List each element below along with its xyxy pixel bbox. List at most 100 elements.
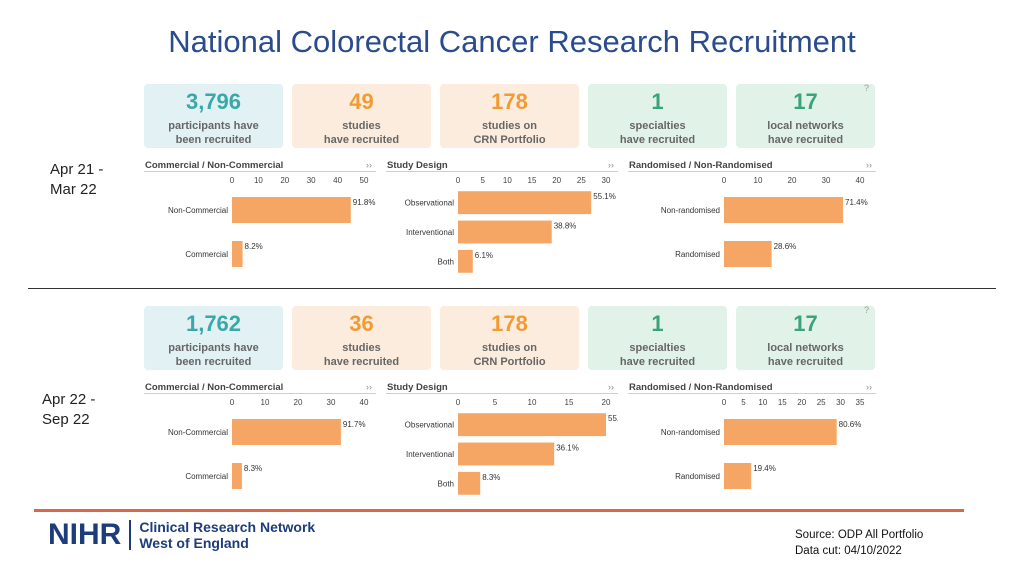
x-tick-label: 5 bbox=[741, 398, 746, 407]
kpi-card-local-networks[interactable]: 17 local networks have recruited bbox=[736, 84, 875, 148]
category-label: Commercial bbox=[185, 250, 228, 259]
expand-icon[interactable]: ›› bbox=[608, 382, 614, 392]
bar[interactable] bbox=[232, 197, 351, 223]
source-note: Source: ODP All Portfolio Data cut: 04/1… bbox=[795, 527, 923, 559]
bar[interactable] bbox=[232, 463, 242, 489]
x-tick-label: 30 bbox=[822, 176, 831, 185]
x-tick-label: 20 bbox=[788, 176, 797, 185]
chart-commercial-period-1: Commercial / Non-Commercial ›› 0 10 20 30 40 50… bbox=[144, 160, 376, 267]
x-tick-label: 20 bbox=[294, 398, 303, 407]
x-tick-label: 40 bbox=[333, 176, 342, 185]
category-label: Commercial bbox=[185, 472, 228, 481]
category-label: Interventional bbox=[406, 228, 454, 237]
kpi-label: studies have recruited bbox=[323, 120, 400, 146]
chart-title: Study Design bbox=[387, 160, 448, 171]
help-icon[interactable]: ? bbox=[864, 305, 870, 315]
category-label: Randomised bbox=[675, 250, 720, 259]
data-label: 38.8% bbox=[554, 222, 577, 231]
category-label: Non-randomised bbox=[661, 206, 720, 215]
kpi-card-specialties[interactable]: 1 specialties have recruited bbox=[588, 84, 727, 148]
kpi-value: 1 bbox=[651, 311, 664, 336]
kpi-card-local-networks[interactable]: 17 local networks have recruited bbox=[736, 306, 875, 370]
data-label: 8.2% bbox=[245, 242, 263, 251]
kpi-card-studies-portfolio[interactable]: 178 studies on CRN Portfolio bbox=[440, 306, 579, 370]
kpi-label: studies have recruited bbox=[323, 342, 400, 368]
x-tick-label: 30 bbox=[602, 176, 611, 185]
x-tick-label: 15 bbox=[565, 398, 574, 407]
data-cut-line: Data cut: 04/10/2022 bbox=[795, 545, 902, 557]
chart-commercial-period-2: Commercial / Non-Commercial ›› 0 10 20 30 40 No… bbox=[144, 382, 376, 489]
period-label-line2: Sep 22 bbox=[42, 411, 90, 428]
expand-icon[interactable]: ›› bbox=[608, 160, 614, 170]
logo-text: NIHR bbox=[48, 518, 122, 551]
bar[interactable] bbox=[724, 197, 843, 223]
kpi-card-studies-recruited[interactable]: 49 studies have recruited bbox=[292, 84, 431, 148]
data-label: 91.7% bbox=[343, 420, 366, 429]
x-tick-label: 20 bbox=[280, 176, 289, 185]
expand-icon[interactable]: ›› bbox=[866, 382, 872, 392]
x-tick-label: 30 bbox=[327, 398, 336, 407]
bar[interactable] bbox=[724, 419, 837, 445]
kpi-value: 3,796 bbox=[185, 89, 242, 114]
kpi-card-specialties[interactable]: 1 specialties have recruited bbox=[588, 306, 727, 370]
kpi-value: 49 bbox=[349, 89, 374, 114]
data-label: 91.8% bbox=[353, 198, 376, 207]
bar[interactable] bbox=[458, 413, 606, 437]
period-label-line1: Apr 21 - bbox=[50, 161, 104, 178]
x-tick-label: 30 bbox=[836, 398, 845, 407]
expand-icon[interactable]: ›› bbox=[366, 382, 372, 392]
x-tick-label: 40 bbox=[856, 176, 865, 185]
x-tick-label: 10 bbox=[261, 398, 270, 407]
period-divider bbox=[28, 288, 996, 289]
bar[interactable] bbox=[458, 249, 473, 273]
x-tick-label: 10 bbox=[254, 176, 263, 185]
x-tick-label: 10 bbox=[528, 398, 537, 407]
kpi-card-studies-portfolio[interactable]: 178 studies on CRN Portfolio bbox=[440, 84, 579, 148]
kpi-value: 1 bbox=[651, 89, 664, 114]
bar[interactable] bbox=[724, 241, 772, 267]
category-label: Non-Commercial bbox=[168, 428, 228, 437]
expand-icon[interactable]: ›› bbox=[866, 160, 872, 170]
x-tick-label: 25 bbox=[817, 398, 826, 407]
kpi-label: local networks have recruited bbox=[767, 342, 844, 368]
kpi-card-participants[interactable]: 1,762 participants have been recruited bbox=[144, 306, 283, 370]
x-tick-label: 35 bbox=[856, 398, 865, 407]
kpi-label: participants have been recruited bbox=[168, 120, 259, 146]
x-tick-label: 0 bbox=[722, 398, 727, 407]
kpi-label: participants have been recruited bbox=[168, 342, 259, 368]
kpi-card-studies-recruited[interactable]: 36 studies have recruited bbox=[292, 306, 431, 370]
nihr-logo: NIHR Clinical Research Network West of E… bbox=[48, 518, 316, 552]
chart-title: Randomised / Non-Randomised bbox=[629, 160, 773, 171]
bar[interactable] bbox=[724, 463, 752, 489]
category-label: Non-randomised bbox=[661, 428, 720, 437]
kpi-value: 1,762 bbox=[185, 311, 242, 336]
kpi-card-participants[interactable]: 3,796 participants have been recruited bbox=[144, 84, 283, 148]
x-tick-label: 10 bbox=[758, 398, 767, 407]
expand-icon[interactable]: ›› bbox=[366, 160, 372, 170]
data-label: 55.6% bbox=[608, 414, 618, 423]
footer-divider bbox=[34, 509, 964, 512]
x-tick-label: 0 bbox=[456, 176, 461, 185]
help-icon[interactable]: ? bbox=[864, 83, 870, 93]
kpi-row-1: 3,796 participants have been recruited 49… bbox=[144, 84, 876, 148]
data-label: 80.6% bbox=[839, 420, 862, 429]
source-line: Source: ODP All Portfolio bbox=[795, 529, 924, 541]
data-label: 36.1% bbox=[556, 444, 579, 453]
chart-title: Randomised / Non-Randomised bbox=[629, 382, 773, 393]
x-tick-label: 50 bbox=[360, 176, 369, 185]
logo-network-name: Clinical Research Network West of Englan… bbox=[139, 519, 316, 551]
x-tick-label: 0 bbox=[230, 176, 235, 185]
kpi-label: local networks have recruited bbox=[767, 120, 844, 146]
data-label: 19.4% bbox=[753, 464, 776, 473]
bar[interactable] bbox=[458, 442, 555, 466]
chart-title: Commercial / Non-Commercial bbox=[145, 160, 283, 171]
bar[interactable] bbox=[232, 419, 341, 445]
bar[interactable] bbox=[232, 241, 243, 267]
bar[interactable] bbox=[458, 471, 481, 495]
bar[interactable] bbox=[458, 191, 592, 215]
kpi-label: specialties have recruited bbox=[619, 120, 696, 146]
period-label-1: Apr 21 - Mar 22 bbox=[50, 160, 103, 200]
kpi-label: studies on CRN Portfolio bbox=[473, 342, 546, 368]
x-tick-label: 15 bbox=[528, 176, 537, 185]
bar[interactable] bbox=[458, 220, 552, 244]
